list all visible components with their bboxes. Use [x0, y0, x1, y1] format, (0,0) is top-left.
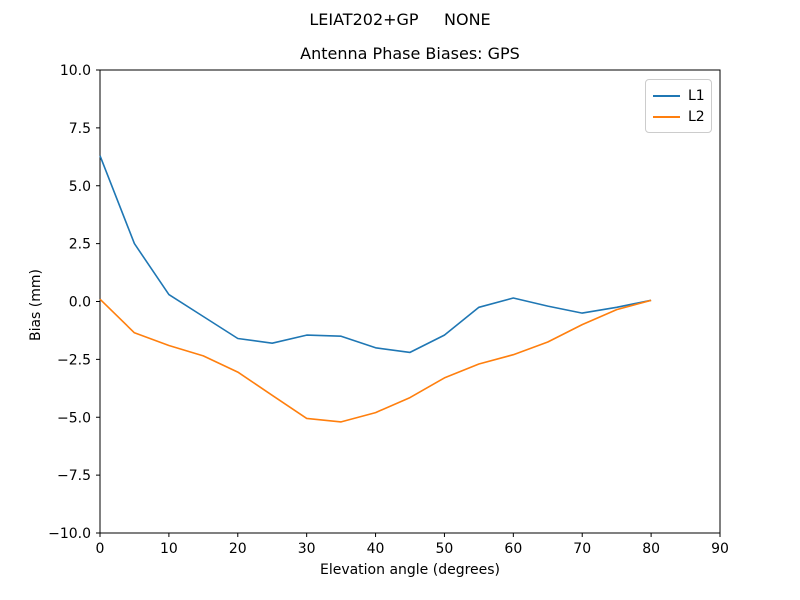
x-tick-label: 40 [367, 541, 385, 557]
series-line-l2 [99, 298, 652, 423]
y-tick-label: 0.0 [69, 295, 91, 311]
legend-entry-l2: L2 [653, 106, 705, 127]
x-tick-label: 0 [96, 541, 105, 557]
legend: L1 L2 [645, 79, 712, 133]
y-tick-label: −7.5 [57, 468, 91, 484]
x-tick-label: 50 [436, 541, 454, 557]
axes-title: Antenna Phase Biases: GPS [300, 44, 520, 63]
x-tick-label: 60 [504, 541, 522, 557]
x-tick-label: 70 [573, 541, 591, 557]
x-tick-label: 10 [160, 541, 178, 557]
y-tick-label: 2.5 [69, 237, 91, 253]
y-axis-label: Bias (mm) [28, 268, 44, 342]
legend-label: L2 [688, 108, 705, 125]
x-tick-label: 90 [711, 541, 729, 557]
legend-line-swatch [653, 115, 680, 118]
y-tick-label: 5.0 [69, 179, 91, 195]
series-line-l1 [99, 155, 652, 354]
y-tick-label: 10.0 [60, 63, 91, 79]
x-tick-label: 20 [229, 541, 247, 557]
y-tick-label: −2.5 [57, 352, 91, 368]
y-tick-label: −5.0 [57, 410, 91, 426]
y-tick-label: −10.0 [48, 526, 91, 542]
x-axis-label: Elevation angle (degrees) [319, 562, 501, 578]
legend-label: L1 [688, 87, 705, 104]
legend-entry-l1: L1 [653, 85, 705, 106]
figure-suptitle: LEIAT202+GP NONE [309, 10, 491, 29]
x-tick-label: 80 [642, 541, 660, 557]
y-tick-label: 7.5 [69, 121, 91, 137]
x-tick-label: 30 [298, 541, 316, 557]
legend-line-swatch [653, 94, 680, 97]
axes-spines [99, 69, 721, 534]
